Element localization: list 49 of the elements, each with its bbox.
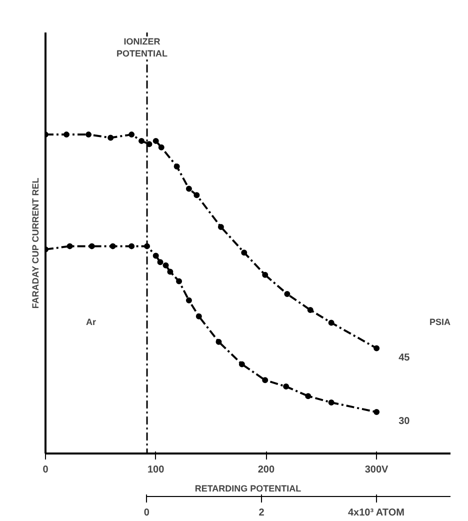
point xyxy=(283,384,290,390)
ref-line-label: IONIZER POTENTIAL xyxy=(116,36,168,58)
point xyxy=(307,306,314,313)
point xyxy=(176,278,182,284)
x-tick-label: 0 xyxy=(42,464,49,476)
point xyxy=(238,361,245,368)
point xyxy=(305,393,312,400)
point xyxy=(162,262,169,268)
point xyxy=(174,163,180,170)
x-tick-label: 300V xyxy=(364,464,389,476)
point xyxy=(262,272,268,278)
series-label: 45 xyxy=(398,352,410,364)
point xyxy=(110,243,116,250)
x-tick-label: 100 xyxy=(148,464,165,476)
point xyxy=(216,338,222,345)
point xyxy=(374,409,380,416)
point xyxy=(66,243,73,250)
point xyxy=(241,250,248,256)
point xyxy=(284,291,290,298)
point xyxy=(152,138,159,144)
annotation: PSIA xyxy=(429,317,451,328)
point xyxy=(138,138,145,144)
point xyxy=(218,224,224,230)
point xyxy=(328,320,334,326)
point xyxy=(157,259,164,266)
point xyxy=(152,252,159,259)
point xyxy=(186,297,192,304)
series-label: 30 xyxy=(398,416,410,428)
point xyxy=(63,132,70,138)
x2-tick-label: 0 xyxy=(144,508,150,518)
annotation: Ar xyxy=(86,317,96,328)
x-axis-title: RETARDING POTENTIAL xyxy=(194,484,302,494)
point xyxy=(328,399,334,406)
point xyxy=(186,186,192,192)
point xyxy=(128,132,135,138)
point xyxy=(108,134,114,141)
x-tick-label: 200 xyxy=(258,464,275,476)
point xyxy=(167,268,174,275)
point xyxy=(158,144,164,150)
y-axis-title: FARADAY CUP CURRENT REL xyxy=(30,177,40,309)
point xyxy=(86,132,92,138)
point xyxy=(128,243,135,250)
x2-tick-label: 4x10³ ATOM xyxy=(348,508,404,518)
point xyxy=(374,345,380,352)
point xyxy=(88,243,95,250)
x2-tick-label: 2 xyxy=(258,508,265,518)
point xyxy=(196,313,202,320)
point xyxy=(194,192,200,198)
point xyxy=(262,377,268,384)
